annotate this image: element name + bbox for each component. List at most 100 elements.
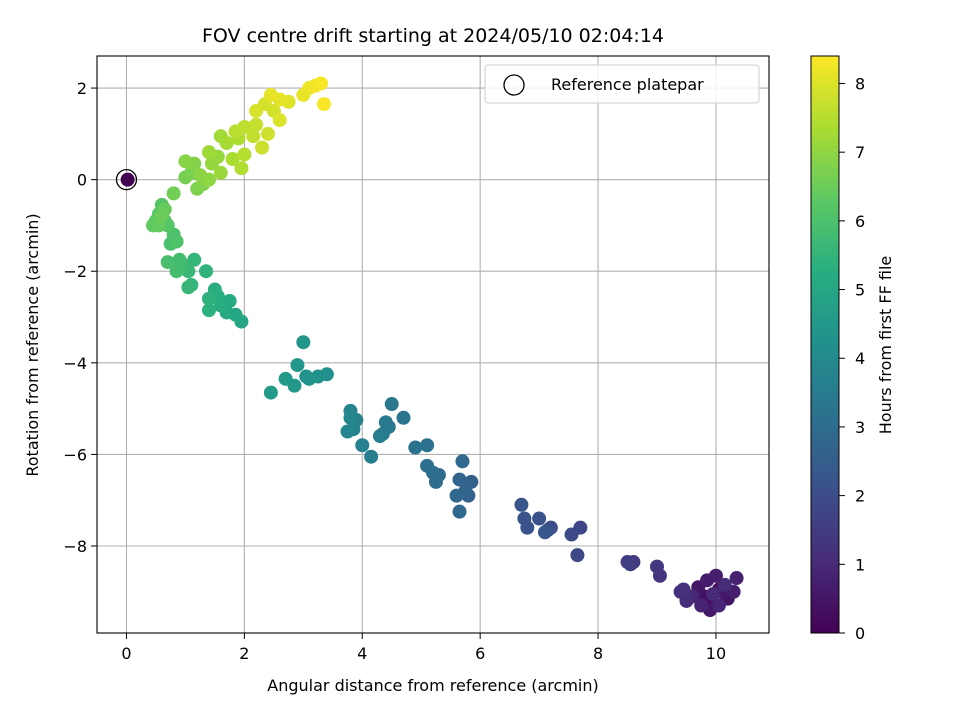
x-axis-ticks: 0 2 4 6 8 10 (121, 633, 726, 663)
data-point (178, 154, 193, 169)
data-point (711, 598, 726, 613)
y-tick-label: 2 (77, 79, 87, 98)
data-point (570, 548, 585, 563)
y-tick-label: −8 (63, 537, 87, 556)
data-point (316, 97, 331, 112)
data-point (202, 291, 216, 306)
data-point (263, 87, 278, 102)
data-point (514, 497, 529, 512)
colorbar-tick-label: 7 (855, 143, 865, 162)
data-point (420, 458, 435, 473)
data-point (202, 172, 216, 187)
data-point (213, 165, 228, 180)
data-point (219, 136, 234, 151)
plot-frame (96, 55, 770, 634)
y-tick-label: −4 (63, 354, 87, 373)
data-point (181, 280, 196, 295)
data-point (717, 577, 732, 592)
data-point (187, 252, 202, 267)
chart-title: FOV centre drift starting at 2024/05/10 … (202, 25, 664, 47)
reference-marker (115, 168, 138, 191)
data-point (202, 303, 216, 318)
data-point (340, 424, 355, 439)
y-tick-label: −6 (63, 445, 87, 464)
data-point (378, 415, 393, 430)
data-point (213, 298, 228, 313)
colorbar-ticks: 0 1 2 3 4 5 6 7 8 (839, 74, 865, 643)
data-point (199, 264, 214, 279)
y-tick-label: 0 (77, 171, 87, 190)
data-point (396, 410, 411, 425)
data-point (538, 525, 552, 540)
data-point (249, 117, 264, 132)
data-point (246, 129, 261, 144)
data-point (449, 488, 464, 503)
data-point (372, 429, 387, 444)
data-point (455, 454, 470, 469)
data-point (564, 527, 579, 542)
x-tick-label: 0 (121, 644, 131, 663)
y-tick-label: −2 (63, 262, 87, 281)
x-tick-label: 10 (706, 644, 726, 663)
data-point (154, 209, 169, 224)
colorbar-tick-label: 3 (855, 418, 865, 437)
x-tick-label: 6 (475, 644, 485, 663)
data-point (706, 587, 720, 602)
data-point (169, 264, 184, 279)
data-point (260, 126, 275, 141)
data-point (708, 568, 723, 583)
data-point (278, 371, 293, 386)
data-point (314, 76, 328, 91)
legend: Reference platepar (484, 64, 760, 104)
data-point (532, 511, 547, 526)
colorbar-label: Hours from first FF file (876, 256, 895, 435)
data-point (452, 472, 467, 487)
data-point (120, 172, 135, 187)
data-point (237, 147, 252, 162)
data-point (452, 504, 467, 519)
data-point (290, 358, 305, 373)
data-point (169, 234, 184, 249)
data-point (420, 438, 435, 453)
data-point (343, 410, 358, 425)
legend-label: Reference platepar (551, 75, 704, 94)
data-point (225, 152, 240, 167)
data-point (623, 557, 638, 572)
data-point (355, 438, 370, 453)
colorbar-tick-label: 1 (855, 555, 865, 574)
scatter-points (120, 76, 744, 618)
data-point (249, 103, 264, 118)
x-axis-label: Angular distance from reference (arcmin) (267, 676, 598, 695)
colorbar-tick-label: 0 (855, 624, 865, 643)
data-point (166, 186, 181, 201)
colorbar (811, 56, 839, 633)
data-point (302, 371, 317, 386)
data-point (364, 449, 379, 464)
data-point (408, 440, 423, 455)
data-point (263, 385, 278, 400)
legend-marker-icon (503, 74, 525, 96)
data-point (296, 335, 311, 350)
x-tick-label: 2 (239, 644, 249, 663)
data-point (650, 559, 664, 574)
y-axis-ticks: 2 0 −2 −4 −6 −8 (63, 79, 97, 556)
colorbar-tick-label: 2 (855, 487, 865, 506)
colorbar-tick-label: 8 (855, 74, 865, 93)
legend-box (484, 64, 760, 104)
data-point (255, 140, 270, 155)
data-point (237, 119, 252, 134)
data-point (694, 598, 709, 613)
x-tick-label: 4 (357, 644, 367, 663)
data-point (729, 571, 744, 586)
colorbar-tick-label: 5 (855, 281, 865, 300)
data-point (384, 397, 399, 412)
colorbar-tick-label: 4 (855, 349, 865, 368)
data-point (172, 252, 187, 267)
data-point (272, 113, 287, 128)
y-axis-label: Rotation from reference (arcmin) (23, 213, 42, 476)
data-point (517, 511, 532, 526)
x-tick-label: 8 (593, 644, 603, 663)
colorbar-tick-label: 6 (855, 212, 865, 231)
data-point (676, 582, 691, 597)
